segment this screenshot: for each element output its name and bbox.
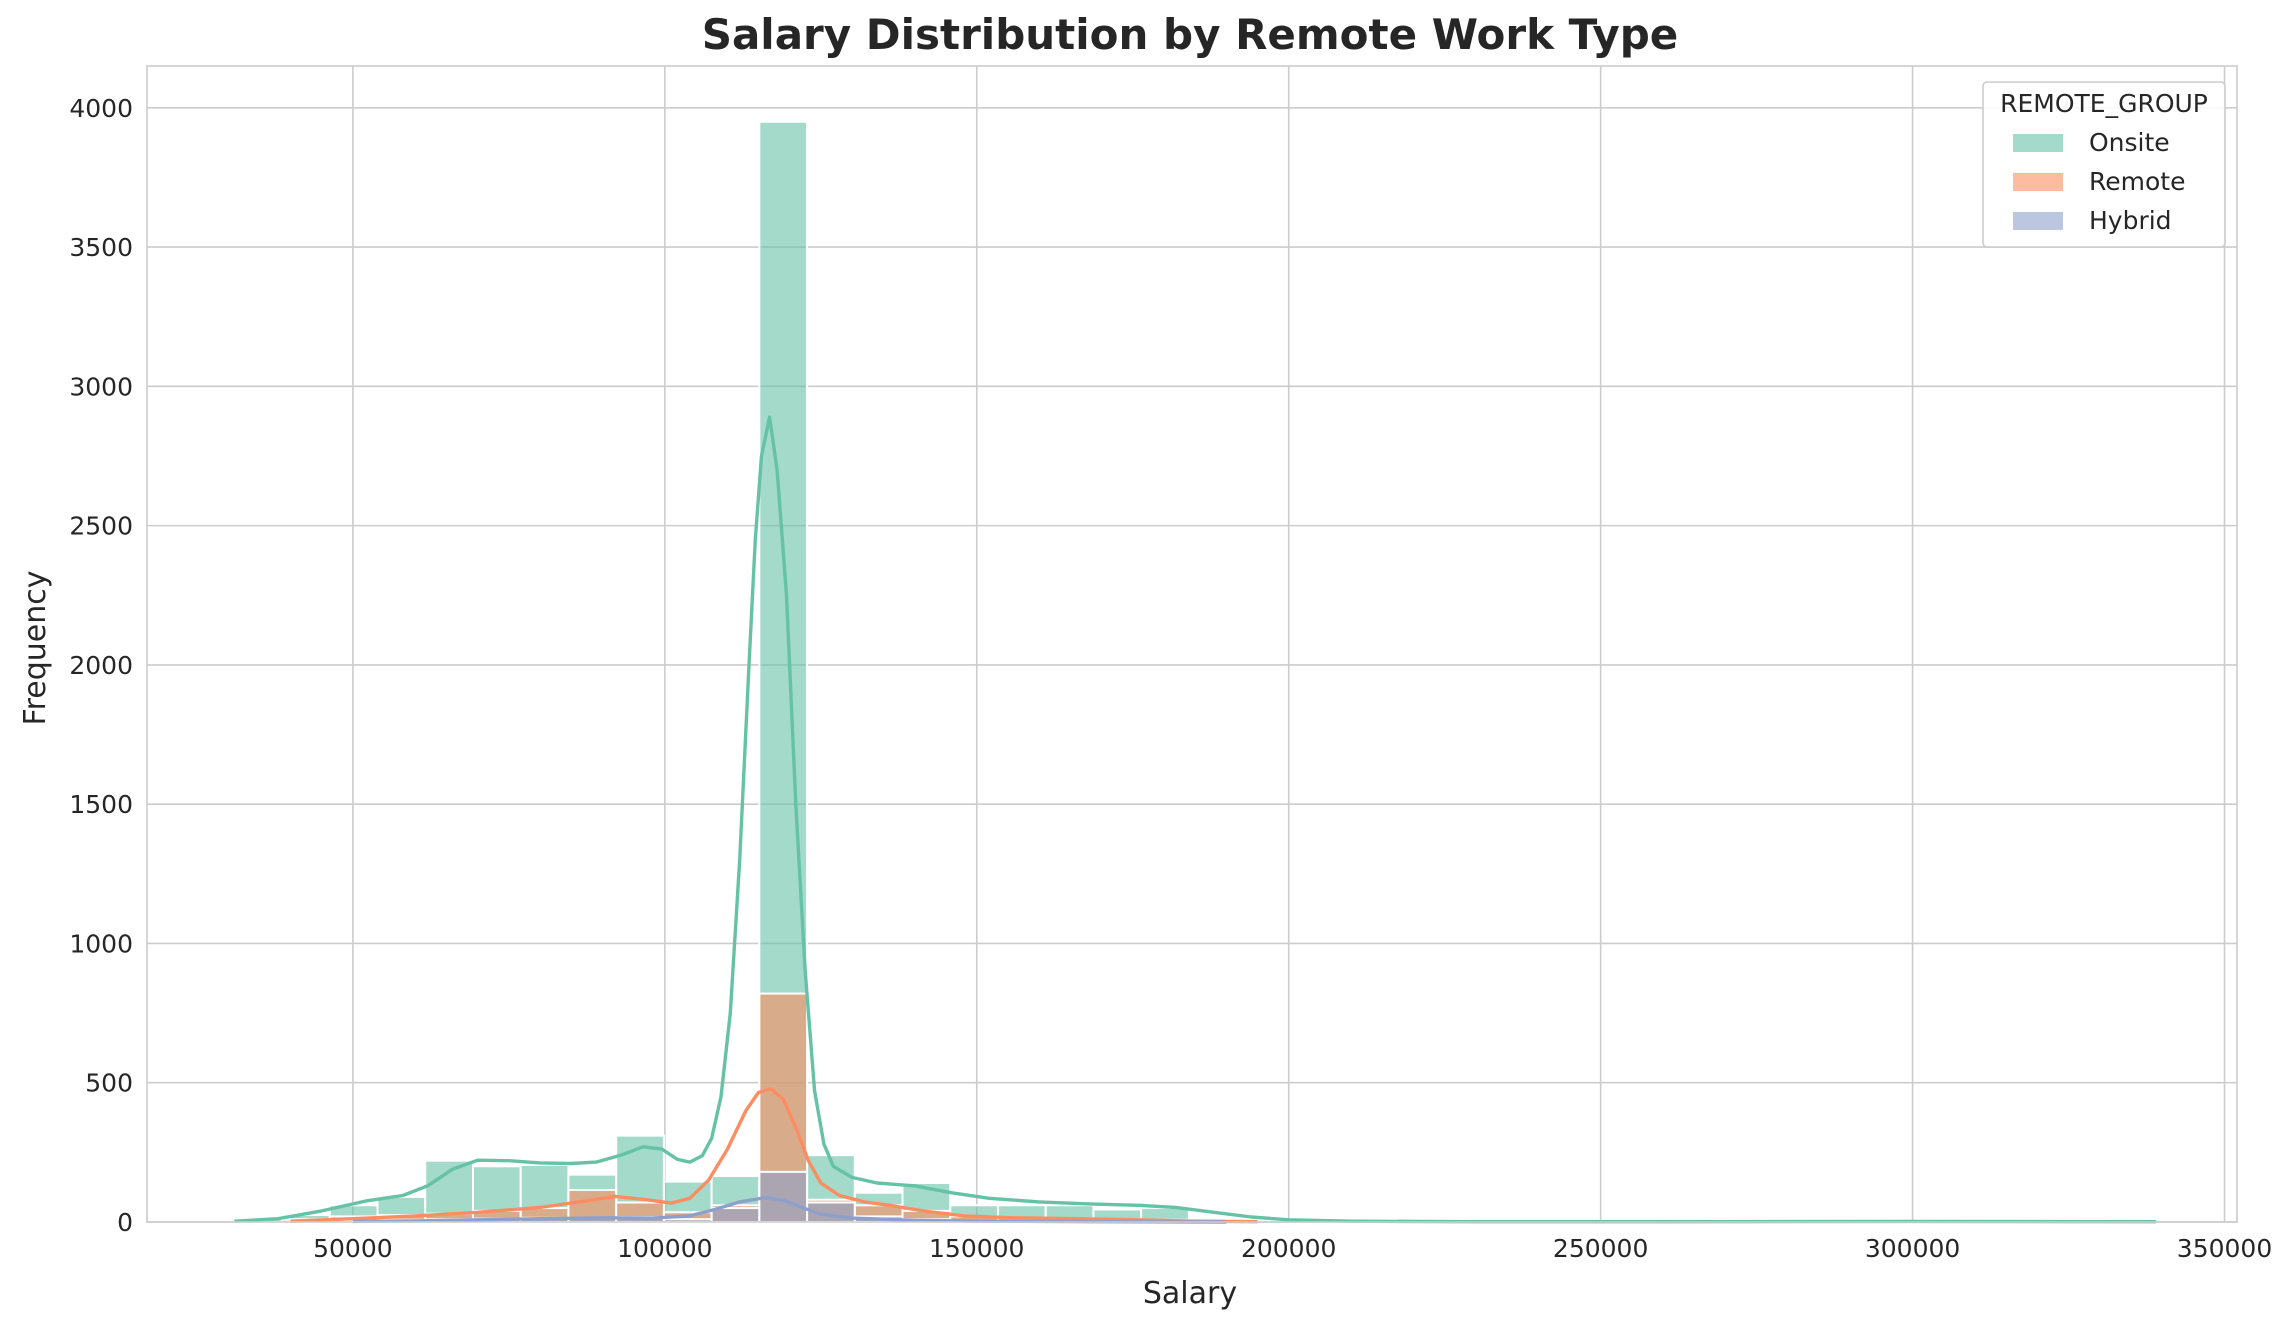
grid-lines (147, 66, 2237, 1223)
x-tick-label-5: 300000 (1865, 1234, 1960, 1263)
legend-title: REMOTE_GROUP (2000, 89, 2208, 118)
x-tick-label-1: 100000 (617, 1234, 712, 1263)
y-tick-label-8: 4000 (69, 94, 133, 123)
x-tick-label-0: 50000 (313, 1234, 393, 1263)
legend: REMOTE_GROUP Onsite Remote Hybrid (1982, 81, 2226, 248)
x-tick-label-2: 150000 (929, 1234, 1024, 1263)
legend-swatch-hybrid (2013, 212, 2063, 230)
y-tick-label-4: 2000 (69, 651, 133, 680)
y-tick-label-1: 500 (85, 1069, 133, 1098)
legend-label-remote: Remote (2089, 167, 2185, 196)
x-tick-label-3: 200000 (1241, 1234, 1336, 1263)
hybrid-kde-line (352, 1196, 1227, 1224)
hybrid-bar-10 (710, 1207, 761, 1223)
legend-swatch-onsite (2013, 134, 2063, 152)
remote-kde-line (290, 1087, 1258, 1224)
legend-label-hybrid: Hybrid (2089, 206, 2172, 235)
x-tick-label-4: 250000 (1553, 1234, 1648, 1263)
histogram-bars (233, 120, 1190, 1224)
kde-curves (234, 415, 2156, 1224)
legend-swatch-remote (2013, 173, 2063, 191)
y-tick-label-5: 2500 (69, 512, 133, 541)
y-tick-label-6: 3000 (69, 372, 133, 401)
x-tick-label-6: 350000 (2177, 1234, 2272, 1263)
plot-frame (146, 65, 2238, 1223)
onsite-kde-line (234, 415, 2156, 1224)
y-axis-label: Frequency (18, 571, 53, 726)
legend-frame (1982, 81, 2226, 248)
y-tick-label-0: 0 (117, 1208, 133, 1237)
x-axis-label: Salary (1143, 1276, 1237, 1311)
legend-label-onsite: Onsite (2089, 128, 2170, 157)
chart-title: Salary Distribution by Remote Work Type (702, 10, 1679, 59)
y-tick-label-3: 1500 (69, 790, 133, 819)
axis-ticks: 50000 100000 150000 200000 250000 300000 35000… (69, 94, 2272, 1263)
y-tick-label-2: 1000 (69, 929, 133, 958)
y-tick-label-7: 3500 (69, 233, 133, 262)
legend-items: Onsite Remote Hybrid (2013, 128, 2185, 235)
